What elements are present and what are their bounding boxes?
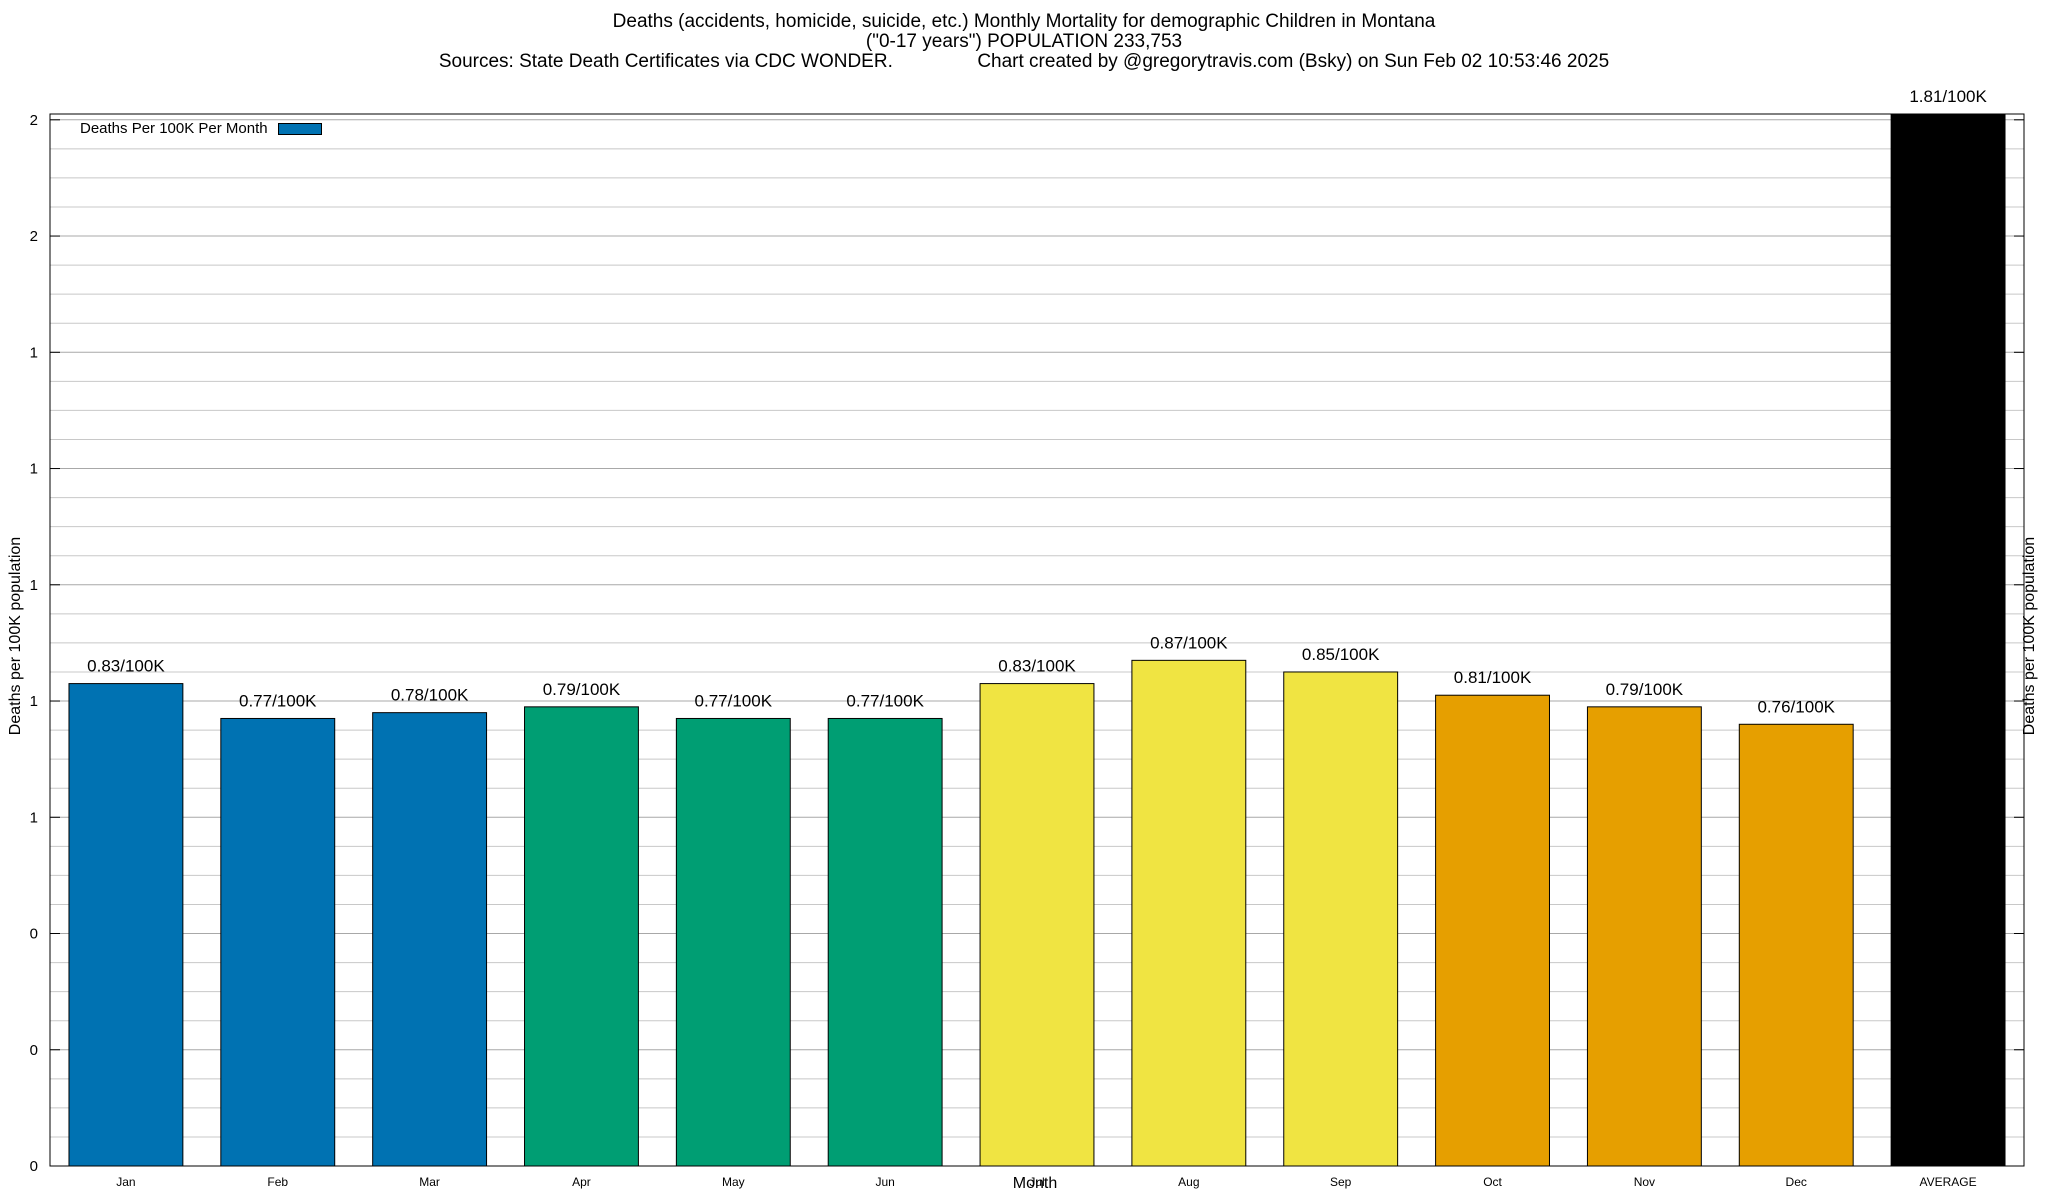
x-tick-label: Jun [875,1175,894,1189]
legend: Deaths Per 100K Per Month [80,120,322,137]
title-line-3: Sources: State Death Certificates via CD… [438,51,1610,72]
x-axis-label: Month [1012,1175,1058,1192]
x-tick-label: Feb [267,1175,288,1189]
bar [1283,671,1399,1167]
x-tick-label: May [722,1175,745,1189]
title-line-2: ("0-17 years") POPULATION 233,753 [865,31,1183,52]
data-label: 0.77/100K [695,691,773,710]
y-tick-label: 0 [30,1042,38,1059]
title-line-1: Deaths (accidents, homicide, suicide, et… [612,11,1436,32]
y-axis-label-right: Deaths per 100K population [2021,536,2038,736]
bar [979,683,1095,1167]
bar [675,717,791,1167]
legend-label: Deaths Per 100K Per Month [80,120,268,137]
data-label: 0.77/100K [846,691,924,710]
chart-title: Deaths (accidents, homicide, suicide, et… [0,12,2048,72]
y-tick-label: 0 [30,926,38,943]
data-label: 0.83/100K [87,657,165,676]
y-tick-label: 1 [30,344,38,361]
y-tick-label: 0 [30,1158,38,1175]
bar [68,683,184,1167]
bar [827,717,943,1167]
x-tick-label: Aug [1178,1175,1199,1189]
y-tick-label: 1 [30,809,38,826]
data-label: 0.79/100K [1606,680,1684,699]
legend-swatch [277,122,322,135]
x-tick-label: Nov [1634,1175,1655,1189]
data-label: 1.81/100K [1909,87,1987,106]
plot-border [49,113,2025,1167]
y-tick-label: 1 [30,461,38,478]
y-tick-label: 2 [30,112,38,129]
data-label: 0.77/100K [239,691,317,710]
bar [524,706,639,1167]
data-label: 0.78/100K [391,686,469,705]
data-label: 0.79/100K [543,680,621,699]
x-tick-label: Oct [1483,1175,1502,1189]
data-label: 0.87/100K [1150,633,1228,652]
y-axis-label-left: Deaths per 100K population [7,536,24,736]
x-tick-label: Mar [419,1175,440,1189]
bar [1738,723,1854,1167]
bar [1131,659,1247,1167]
y-tick-label: 1 [30,577,38,594]
y-tick-label: 2 [30,228,38,245]
bar [1435,694,1550,1167]
bar [220,717,336,1167]
data-label: 0.85/100K [1302,645,1380,664]
bar [1890,113,2006,1167]
bar [372,712,488,1167]
data-label: 0.76/100K [1757,697,1835,716]
x-tick-label: Dec [1786,1175,1807,1189]
bar [1586,706,1702,1167]
data-label: 0.81/100K [1454,668,1532,687]
x-tick-label: Apr [572,1175,591,1189]
x-tick-label: Sep [1330,1175,1352,1189]
y-tick-label: 1 [30,693,38,710]
x-tick-label: Jan [116,1175,135,1189]
data-label: 0.83/100K [998,657,1076,676]
x-tick-label: Jul [1029,1175,1044,1189]
x-tick-label: AVERAGE [1920,1175,1977,1189]
